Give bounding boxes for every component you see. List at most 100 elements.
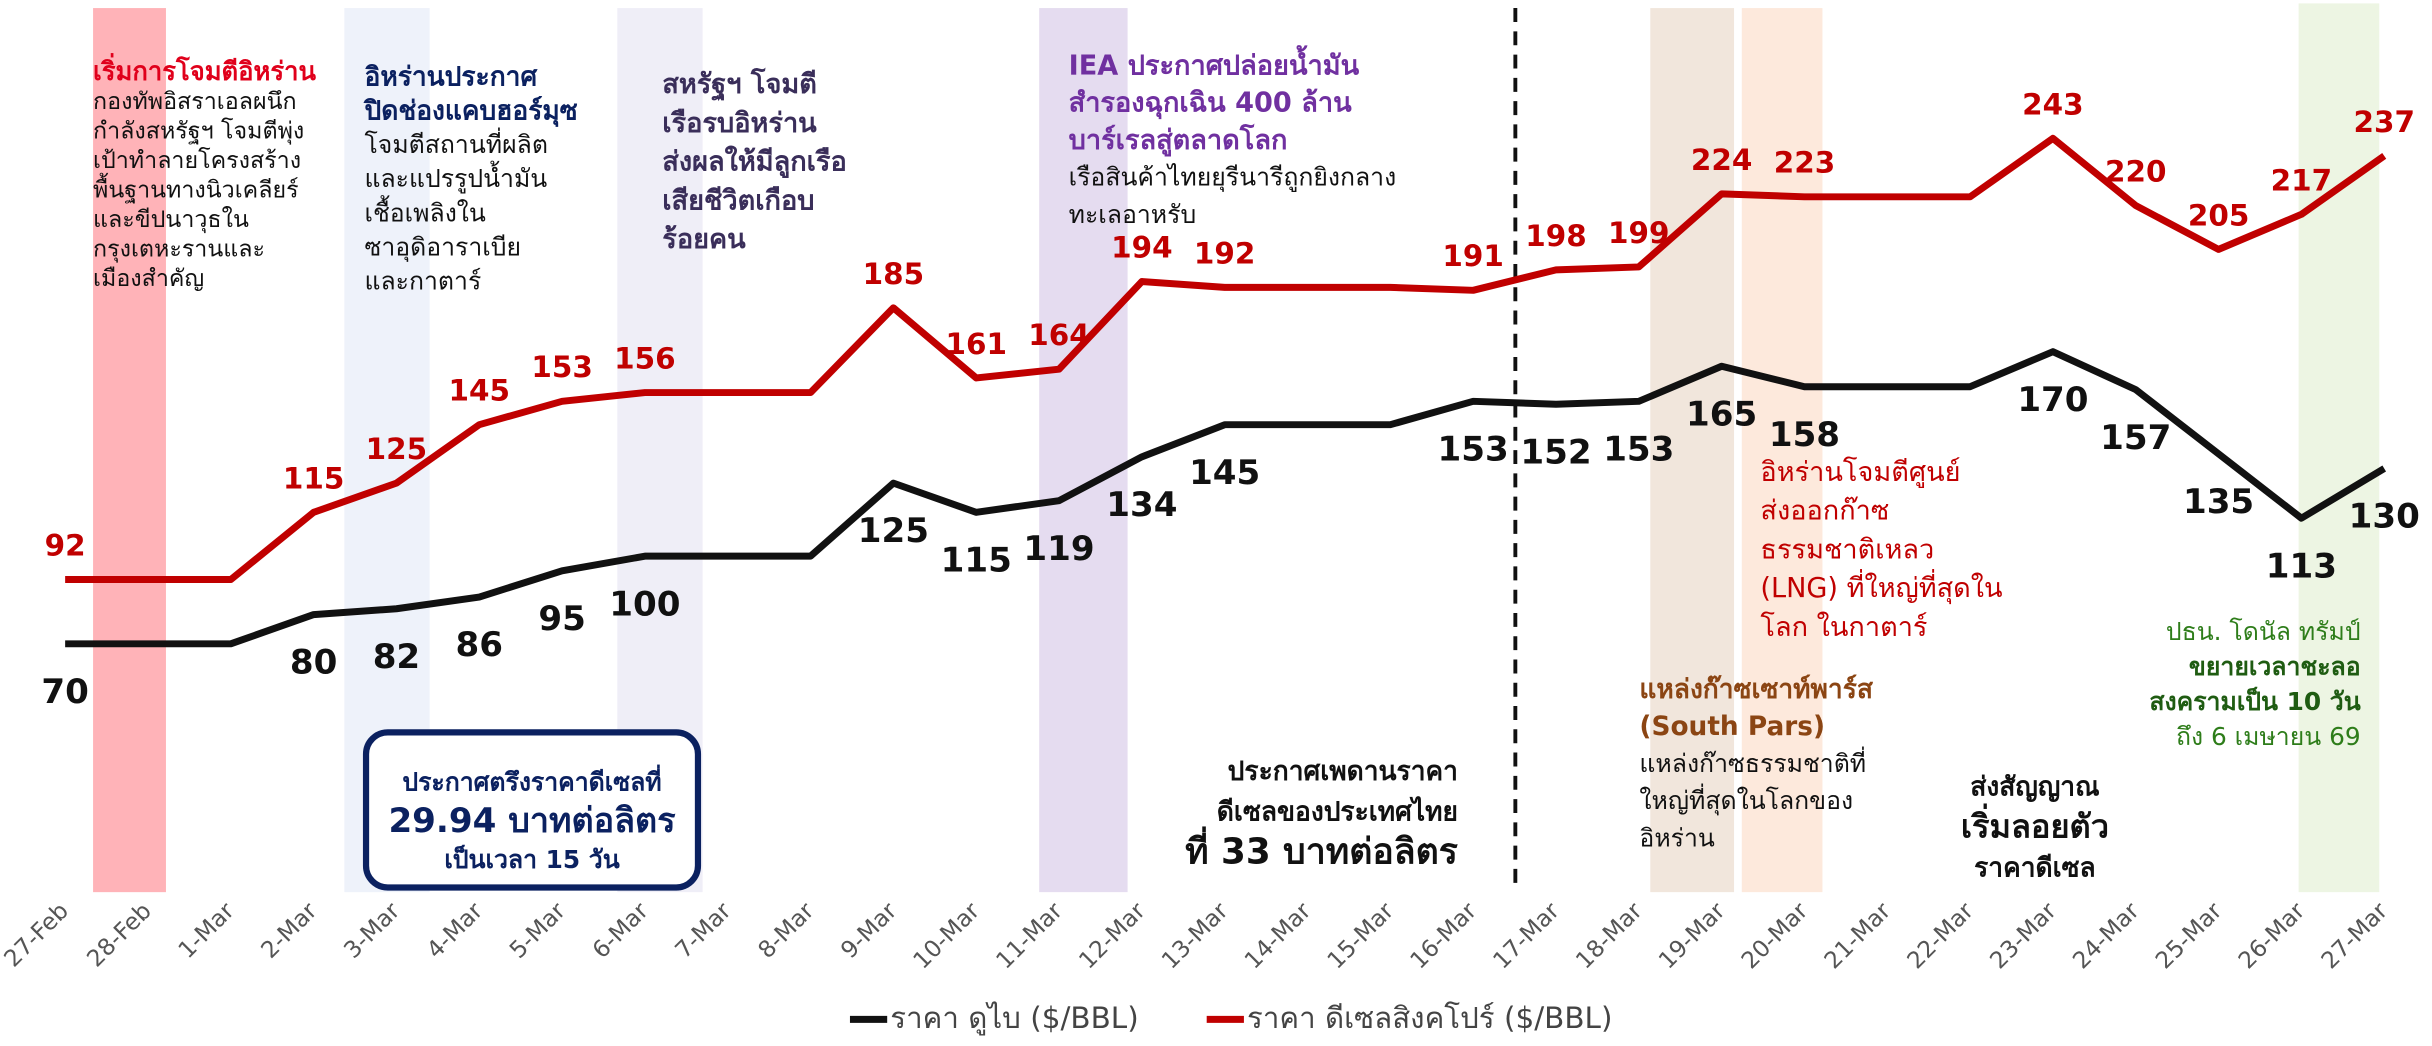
annotation-title: ร้อยคน — [662, 224, 746, 255]
annotation-text: ธรรมชาติเหลว — [1760, 534, 1934, 565]
legend-label: ราคา ดูไบ ($/BBL) — [890, 1001, 1138, 1036]
annotation-text: เป้าทำลายโครงสร้าง — [93, 147, 301, 174]
annotation-title: ส่งสัญญาณ — [1970, 773, 2099, 803]
annotation-text: และแปรรูปน้ำมัน — [364, 161, 547, 194]
data-label: 153 — [1438, 429, 1509, 469]
x-tick-label: 26-Mar — [2233, 897, 2310, 974]
annotation-text: เชื้อเพลิงใน — [364, 195, 485, 227]
data-label: 115 — [941, 540, 1012, 580]
annotation-title: ถึง 6 เมษายน 69 — [2176, 722, 2361, 751]
annotation-title: IEA ประกาศปล่อยน้ำมัน — [1069, 45, 1360, 82]
annotations: เริ่มการโจมตีอิหร่านกองทัพอิสราเอลผนึกกำ… — [93, 45, 2361, 884]
x-tick-label: 13-Mar — [1157, 897, 1234, 974]
x-tick-label: 6-Mar — [587, 897, 654, 964]
data-label: 153 — [1603, 429, 1674, 469]
data-label: 224 — [1691, 143, 1752, 177]
annotation-text: ใหญ่ที่สุดในโลกของ — [1639, 783, 1853, 816]
data-label: 170 — [2017, 380, 2088, 420]
annotation-text: ซาอุดิอาราเบีย — [364, 232, 521, 262]
data-label: 220 — [2105, 155, 2166, 189]
x-tick-label: 2-Mar — [256, 897, 323, 964]
x-tick-label: 7-Mar — [670, 897, 737, 964]
x-tick-label: 27-Mar — [2316, 897, 2393, 974]
annotation-text: กองทัพอิสราเอลผนึก — [93, 88, 297, 115]
x-tick-label: 23-Mar — [1985, 897, 2062, 974]
x-tick-label: 22-Mar — [1902, 897, 1979, 974]
annotation-text: อิหร่าน — [1639, 823, 1714, 852]
data-label: 119 — [1023, 529, 1094, 569]
data-label: 100 — [609, 584, 680, 624]
annotation-title: ดีเซลของประเทศไทย — [1217, 796, 1458, 828]
annotation-title: แหล่งก๊าซเซาท์พาร์ส — [1639, 674, 1873, 705]
data-label: 113 — [2266, 546, 2337, 586]
data-label: 198 — [1525, 219, 1586, 253]
data-label: 158 — [1769, 415, 1840, 455]
annotation-title: ปิดช่องแคบฮอร์มุซ — [363, 95, 578, 127]
annotation-title: ขยายเวลาชะลอ — [2189, 652, 2361, 681]
annotation-text: ทะเลอาหรับ — [1069, 200, 1197, 229]
data-label: 164 — [1028, 318, 1089, 352]
annotation-title: ปธน. โดนัล ทรัมป์ — [2166, 617, 2361, 646]
annotation-title: (South Pars) — [1639, 712, 1825, 742]
event-bands — [93, 3, 2380, 893]
callout-box — [362, 729, 702, 891]
annotation-text: ส่งออกก๊าซ — [1760, 496, 1889, 527]
x-tick-label: 14-Mar — [1239, 897, 1316, 974]
x-tick-label: 25-Mar — [2150, 897, 2227, 974]
data-label: 217 — [2271, 163, 2332, 197]
x-tick-label: 12-Mar — [1074, 897, 1151, 974]
x-tick-label: 5-Mar — [504, 897, 571, 964]
x-tick-label: 17-Mar — [1488, 897, 1565, 974]
annotation-title: ประกาศเพดานราคา — [1228, 757, 1458, 787]
band — [2298, 3, 2380, 893]
legend-label: ราคา ดีเซลสิงคโปร์ ($/BBL) — [1247, 1001, 1612, 1035]
x-tick-label: 18-Mar — [1571, 897, 1648, 974]
annotation-title: สำรองฉุกเฉิน 400 ล้าน — [1069, 88, 1352, 120]
data-label: 125 — [366, 432, 427, 466]
annotation-title: ประกาศตรึงราคาดีเซลที่ — [402, 765, 661, 797]
annotation-title: ที่ 33 บาทต่อลิตร — [1185, 825, 1458, 872]
data-label: 145 — [449, 374, 510, 408]
x-tick-label: 11-Mar — [991, 897, 1068, 974]
band — [93, 8, 166, 893]
annotation-text: แหล่งก๊าซธรรมชาติที่ — [1639, 746, 1866, 778]
annotation-text: และขีปนาวุธใน — [93, 206, 249, 233]
annotation-title: 29.94 บาทต่อลิตร — [388, 801, 676, 841]
data-label: 125 — [858, 511, 929, 551]
data-label: 156 — [614, 341, 675, 375]
series-line — [65, 134, 2387, 584]
band — [1741, 8, 1823, 893]
data-label: 192 — [1194, 236, 1255, 270]
x-tick-label: 19-Mar — [1654, 897, 1731, 974]
x-tick-label: 10-Mar — [908, 897, 985, 974]
annotation-title: เป็นเวลา 15 วัน — [444, 844, 619, 874]
data-label: 135 — [2183, 482, 2254, 522]
annotation-title: อิหร่านประกาศ — [364, 62, 538, 92]
annotation-title: ส่งผลให้มีลูกเรือ — [662, 146, 847, 179]
band — [1650, 8, 1735, 893]
annotation-title: เริ่มลอยตัว — [1961, 804, 2109, 846]
x-tick-label: 3-Mar — [339, 897, 406, 964]
data-label: 205 — [2188, 198, 2249, 232]
data-label: 130 — [2349, 497, 2420, 537]
annotation-text: กรุงเตหะรานและ — [93, 236, 265, 263]
x-tick-label: 15-Mar — [1322, 897, 1399, 974]
x-tick-label: 4-Mar — [422, 897, 489, 964]
data-label: 152 — [1520, 432, 1591, 472]
data-label: 194 — [1111, 230, 1172, 264]
data-label: 82 — [373, 637, 420, 677]
annotation-title: บาร์เรลสู่ตลาดโลก — [1069, 123, 1288, 157]
annotation-text: อิหร่านโจมตีศูนย์ — [1760, 456, 1960, 488]
annotation-title: เรือรบอิหร่าน — [662, 108, 817, 139]
annotation-text: เรือสินค้าไทยยุรีนารีถูกยิงกลาง — [1069, 163, 1397, 193]
annotation-text: และกาตาร์ — [364, 267, 481, 296]
data-label: 157 — [2100, 418, 2171, 458]
annotation-title: ราคาดีเซล — [1974, 853, 2096, 883]
data-label: 95 — [538, 599, 585, 639]
annotation-text: กำลังสหรัฐฯ โจมตีพุ่ง — [93, 118, 304, 145]
x-tick-label: 20-Mar — [1736, 897, 1813, 974]
data-label: 237 — [2353, 105, 2414, 139]
data-label: 165 — [1686, 394, 1757, 434]
annotation-text: (LNG) ที่ใหญ่ที่สุดใน — [1760, 569, 2002, 605]
